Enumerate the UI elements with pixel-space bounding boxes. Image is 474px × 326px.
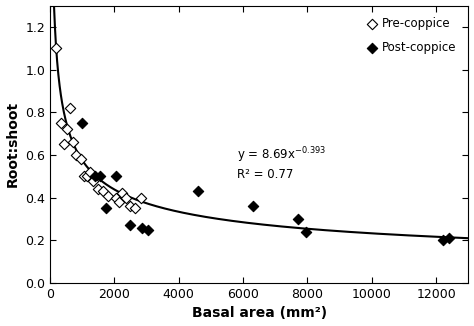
Post-coppice <box>127 223 134 228</box>
Pre-coppice <box>86 170 94 175</box>
Pre-coppice <box>127 203 134 209</box>
Text: y = 8.69x$^{-0.393}$: y = 8.69x$^{-0.393}$ <box>237 145 326 165</box>
Pre-coppice <box>115 199 123 204</box>
Post-coppice <box>96 174 104 179</box>
Post-coppice <box>78 120 86 126</box>
Post-coppice <box>91 174 99 179</box>
Post-coppice <box>112 174 120 179</box>
Pre-coppice <box>66 105 74 111</box>
Post-coppice <box>446 236 453 241</box>
X-axis label: Basal area (mm²): Basal area (mm²) <box>191 306 327 320</box>
Pre-coppice <box>122 195 129 200</box>
Text: R² = 0.77: R² = 0.77 <box>237 168 293 181</box>
Pre-coppice <box>83 174 91 179</box>
Pre-coppice <box>73 152 80 157</box>
Pre-coppice <box>90 178 97 183</box>
Post-coppice <box>302 229 310 234</box>
Pre-coppice <box>112 195 120 200</box>
Legend: Pre-coppice, Post-coppice: Pre-coppice, Post-coppice <box>361 11 463 60</box>
Pre-coppice <box>57 120 65 126</box>
Pre-coppice <box>94 186 102 192</box>
Post-coppice <box>249 203 256 209</box>
Post-coppice <box>294 216 301 222</box>
Pre-coppice <box>61 142 68 147</box>
Post-coppice <box>194 189 202 194</box>
Pre-coppice <box>77 156 84 162</box>
Y-axis label: Root:shoot: Root:shoot <box>6 101 19 187</box>
Post-coppice <box>102 206 110 211</box>
Pre-coppice <box>118 191 126 196</box>
Pre-coppice <box>69 140 76 145</box>
Post-coppice <box>439 238 447 243</box>
Pre-coppice <box>53 46 60 51</box>
Pre-coppice <box>104 193 112 198</box>
Post-coppice <box>138 225 146 230</box>
Pre-coppice <box>99 189 107 194</box>
Pre-coppice <box>137 195 145 200</box>
Post-coppice <box>145 227 152 232</box>
Pre-coppice <box>63 127 71 132</box>
Pre-coppice <box>80 174 88 179</box>
Pre-coppice <box>131 206 139 211</box>
